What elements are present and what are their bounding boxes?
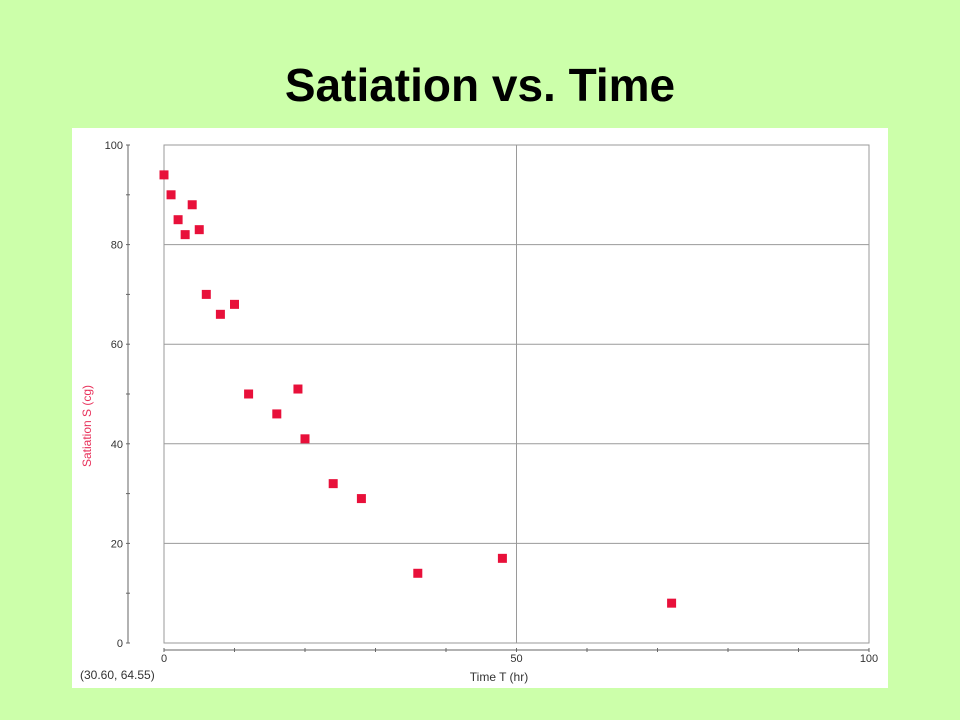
x-axis-label: Time T (hr)	[470, 670, 528, 684]
data-point-layer	[159, 170, 677, 608]
data-point	[230, 299, 239, 309]
coordinate-readout: (30.60, 64.55)	[80, 668, 155, 682]
data-point	[356, 494, 366, 504]
data-point	[667, 598, 677, 608]
data-point	[215, 309, 225, 319]
y-tick-label: 80	[111, 240, 123, 252]
x-tick-label: 100	[860, 653, 878, 665]
axis-layer	[126, 144, 870, 652]
data-point	[244, 389, 254, 399]
data-point	[173, 215, 183, 225]
y-axis-label: Satiation S (cg)	[80, 385, 94, 467]
scatter-chart[interactable]: 0 20 40 60 80 100 0 50 100 Time T (hr) Satiation…	[72, 128, 888, 688]
data-point	[293, 384, 303, 394]
y-tick-label: 40	[111, 439, 123, 451]
data-point	[497, 553, 507, 563]
y-tick-label: 0	[117, 638, 123, 650]
grid-layer	[163, 144, 870, 644]
data-point	[166, 190, 176, 200]
y-tick-label: 60	[111, 339, 123, 351]
y-tick-label: 20	[111, 538, 123, 550]
data-point	[201, 289, 211, 299]
data-point	[413, 568, 423, 578]
data-point	[180, 230, 190, 240]
chart-panel[interactable]: 0 20 40 60 80 100 0 50 100 Time T (hr) Satiation…	[72, 128, 888, 688]
tick-label-layer: 0 20 40 60 80 100 0 50 100	[105, 140, 879, 665]
data-point	[194, 225, 204, 235]
slide-title: Satiation vs. Time	[284, 59, 676, 111]
x-tick-label: 0	[161, 653, 167, 665]
x-tick-label: 50	[510, 653, 522, 665]
data-point	[300, 434, 310, 444]
data-point	[328, 479, 338, 489]
data-point	[272, 409, 282, 419]
data-point	[187, 200, 197, 210]
data-point	[159, 170, 169, 180]
y-tick-label: 100	[105, 140, 123, 152]
